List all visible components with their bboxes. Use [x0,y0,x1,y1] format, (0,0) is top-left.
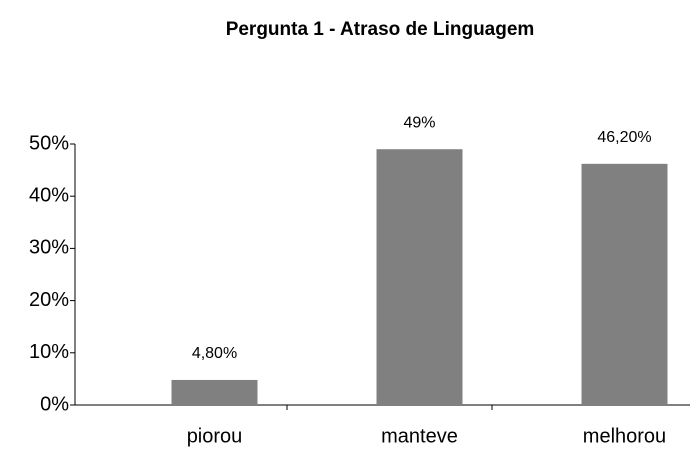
bar [581,163,668,405]
y-tick-label: 40% [29,184,69,206]
x-tick-label: melhorou [583,425,666,447]
y-tick-label: 30% [29,237,69,259]
bar [171,379,258,405]
bar [376,149,463,405]
y-tick-label: 10% [29,341,69,363]
value-label: 46,20% [597,129,651,146]
y-tick-label: 50% [29,132,69,154]
y-tick-label: 20% [29,289,69,311]
x-tick-label: piorou [187,425,243,447]
y-tick-label: 0% [40,393,69,415]
x-tick-label: manteve [381,425,458,447]
value-label: 49% [403,114,435,131]
value-label: 4,80% [192,345,237,362]
chart-title: Pergunta 1 - Atraso de Linguagem [226,19,535,40]
